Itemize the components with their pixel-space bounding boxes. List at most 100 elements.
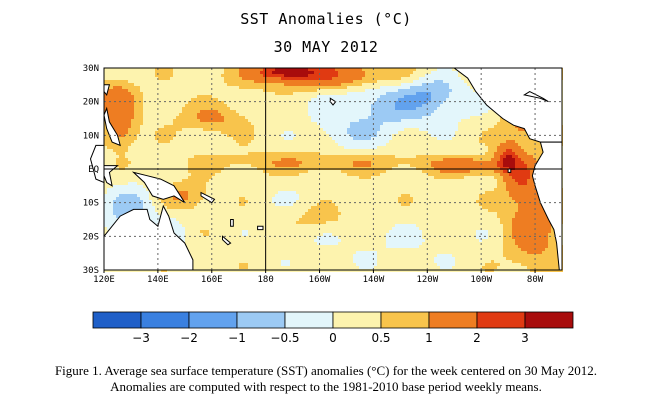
- anomaly-cell: [197, 86, 200, 89]
- anomaly-cell: [215, 257, 218, 260]
- anomaly-cell: [245, 146, 248, 149]
- anomaly-cell: [173, 215, 176, 218]
- anomaly-cell: [296, 113, 299, 116]
- anomaly-cell: [197, 92, 200, 95]
- anomaly-cell: [230, 140, 233, 143]
- anomaly-cell: [281, 203, 284, 206]
- anomaly-cell: [299, 179, 302, 182]
- anomaly-cell: [248, 239, 251, 242]
- anomaly-cell: [161, 107, 164, 110]
- anomaly-cell: [317, 155, 320, 158]
- anomaly-cell: [263, 212, 266, 215]
- anomaly-cell: [221, 161, 224, 164]
- anomaly-cell: [281, 245, 284, 248]
- anomaly-cell: [317, 158, 320, 161]
- anomaly-cell: [131, 92, 134, 95]
- anomaly-cell: [317, 68, 320, 71]
- anomaly-cell: [179, 227, 182, 230]
- anomaly-cell: [311, 155, 314, 158]
- anomaly-cell: [293, 236, 296, 239]
- anomaly-cell: [191, 170, 194, 173]
- anomaly-cell: [269, 248, 272, 251]
- anomaly-cell: [323, 140, 326, 143]
- anomaly-cell: [278, 101, 281, 104]
- anomaly-cell: [182, 125, 185, 128]
- anomaly-cell: [311, 188, 314, 191]
- anomaly-cell: [137, 182, 140, 185]
- anomaly-cell: [200, 254, 203, 257]
- anomaly-cell: [137, 164, 140, 167]
- anomaly-cell: [221, 158, 224, 161]
- anomaly-cell: [227, 113, 230, 116]
- anomaly-cell: [293, 242, 296, 245]
- anomaly-cell: [173, 170, 176, 173]
- anomaly-cell: [116, 119, 119, 122]
- anomaly-cell: [275, 209, 278, 212]
- anomaly-cell: [317, 182, 320, 185]
- anomaly-cell: [227, 131, 230, 134]
- anomaly-cell: [128, 137, 131, 140]
- anomaly-cell: [293, 74, 296, 77]
- anomaly-cell: [224, 221, 227, 224]
- anomaly-cell: [281, 125, 284, 128]
- anomaly-cell: [158, 149, 161, 152]
- anomaly-cell: [218, 125, 221, 128]
- anomaly-cell: [182, 212, 185, 215]
- anomaly-cell: [272, 158, 275, 161]
- anomaly-cell: [185, 149, 188, 152]
- anomaly-cell: [140, 158, 143, 161]
- anomaly-cell: [272, 191, 275, 194]
- anomaly-cell: [197, 179, 200, 182]
- anomaly-cell: [155, 68, 158, 71]
- anomaly-cell: [308, 230, 311, 233]
- anomaly-cell: [311, 77, 314, 80]
- anomaly-cell: [305, 110, 308, 113]
- anomaly-cell: [173, 161, 176, 164]
- anomaly-cell: [182, 152, 185, 155]
- anomaly-cell: [143, 128, 146, 131]
- anomaly-cell: [242, 119, 245, 122]
- anomaly-cell: [113, 152, 116, 155]
- anomaly-cell: [161, 158, 164, 161]
- anomaly-cell: [176, 80, 179, 83]
- anomaly-cell: [155, 113, 158, 116]
- anomaly-cell: [188, 107, 191, 110]
- anomaly-cell: [125, 80, 128, 83]
- anomaly-cell: [149, 101, 152, 104]
- anomaly-cell: [251, 224, 254, 227]
- anomaly-cell: [158, 86, 161, 89]
- anomaly-cell: [134, 77, 137, 80]
- anomaly-cell: [308, 260, 311, 263]
- anomaly-cell: [143, 191, 146, 194]
- anomaly-cell: [146, 77, 149, 80]
- anomaly-cell: [281, 149, 284, 152]
- anomaly-cell: [293, 182, 296, 185]
- anomaly-cell: [290, 209, 293, 212]
- anomaly-cell: [188, 245, 191, 248]
- anomaly-cell: [119, 191, 122, 194]
- anomaly-cell: [260, 98, 263, 101]
- anomaly-cell: [281, 68, 284, 71]
- anomaly-cell: [287, 236, 290, 239]
- anomaly-cell: [290, 176, 293, 179]
- anomaly-cell: [146, 152, 149, 155]
- anomaly-cell: [245, 239, 248, 242]
- anomaly-cell: [176, 149, 179, 152]
- anomaly-cell: [197, 80, 200, 83]
- anomaly-cell: [155, 203, 158, 206]
- anomaly-cell: [212, 137, 215, 140]
- anomaly-cell: [293, 191, 296, 194]
- anomaly-cell: [233, 119, 236, 122]
- anomaly-cell: [236, 140, 239, 143]
- anomaly-cell: [317, 239, 320, 242]
- anomaly-cell: [194, 104, 197, 107]
- anomaly-cell: [308, 71, 311, 74]
- anomaly-cell: [152, 107, 155, 110]
- anomaly-cell: [320, 233, 323, 236]
- anomaly-cell: [119, 161, 122, 164]
- anomaly-cell: [293, 116, 296, 119]
- anomaly-cell: [233, 224, 236, 227]
- anomaly-cell: [203, 83, 206, 86]
- anomaly-cell: [170, 110, 173, 113]
- anomaly-cell: [284, 89, 287, 92]
